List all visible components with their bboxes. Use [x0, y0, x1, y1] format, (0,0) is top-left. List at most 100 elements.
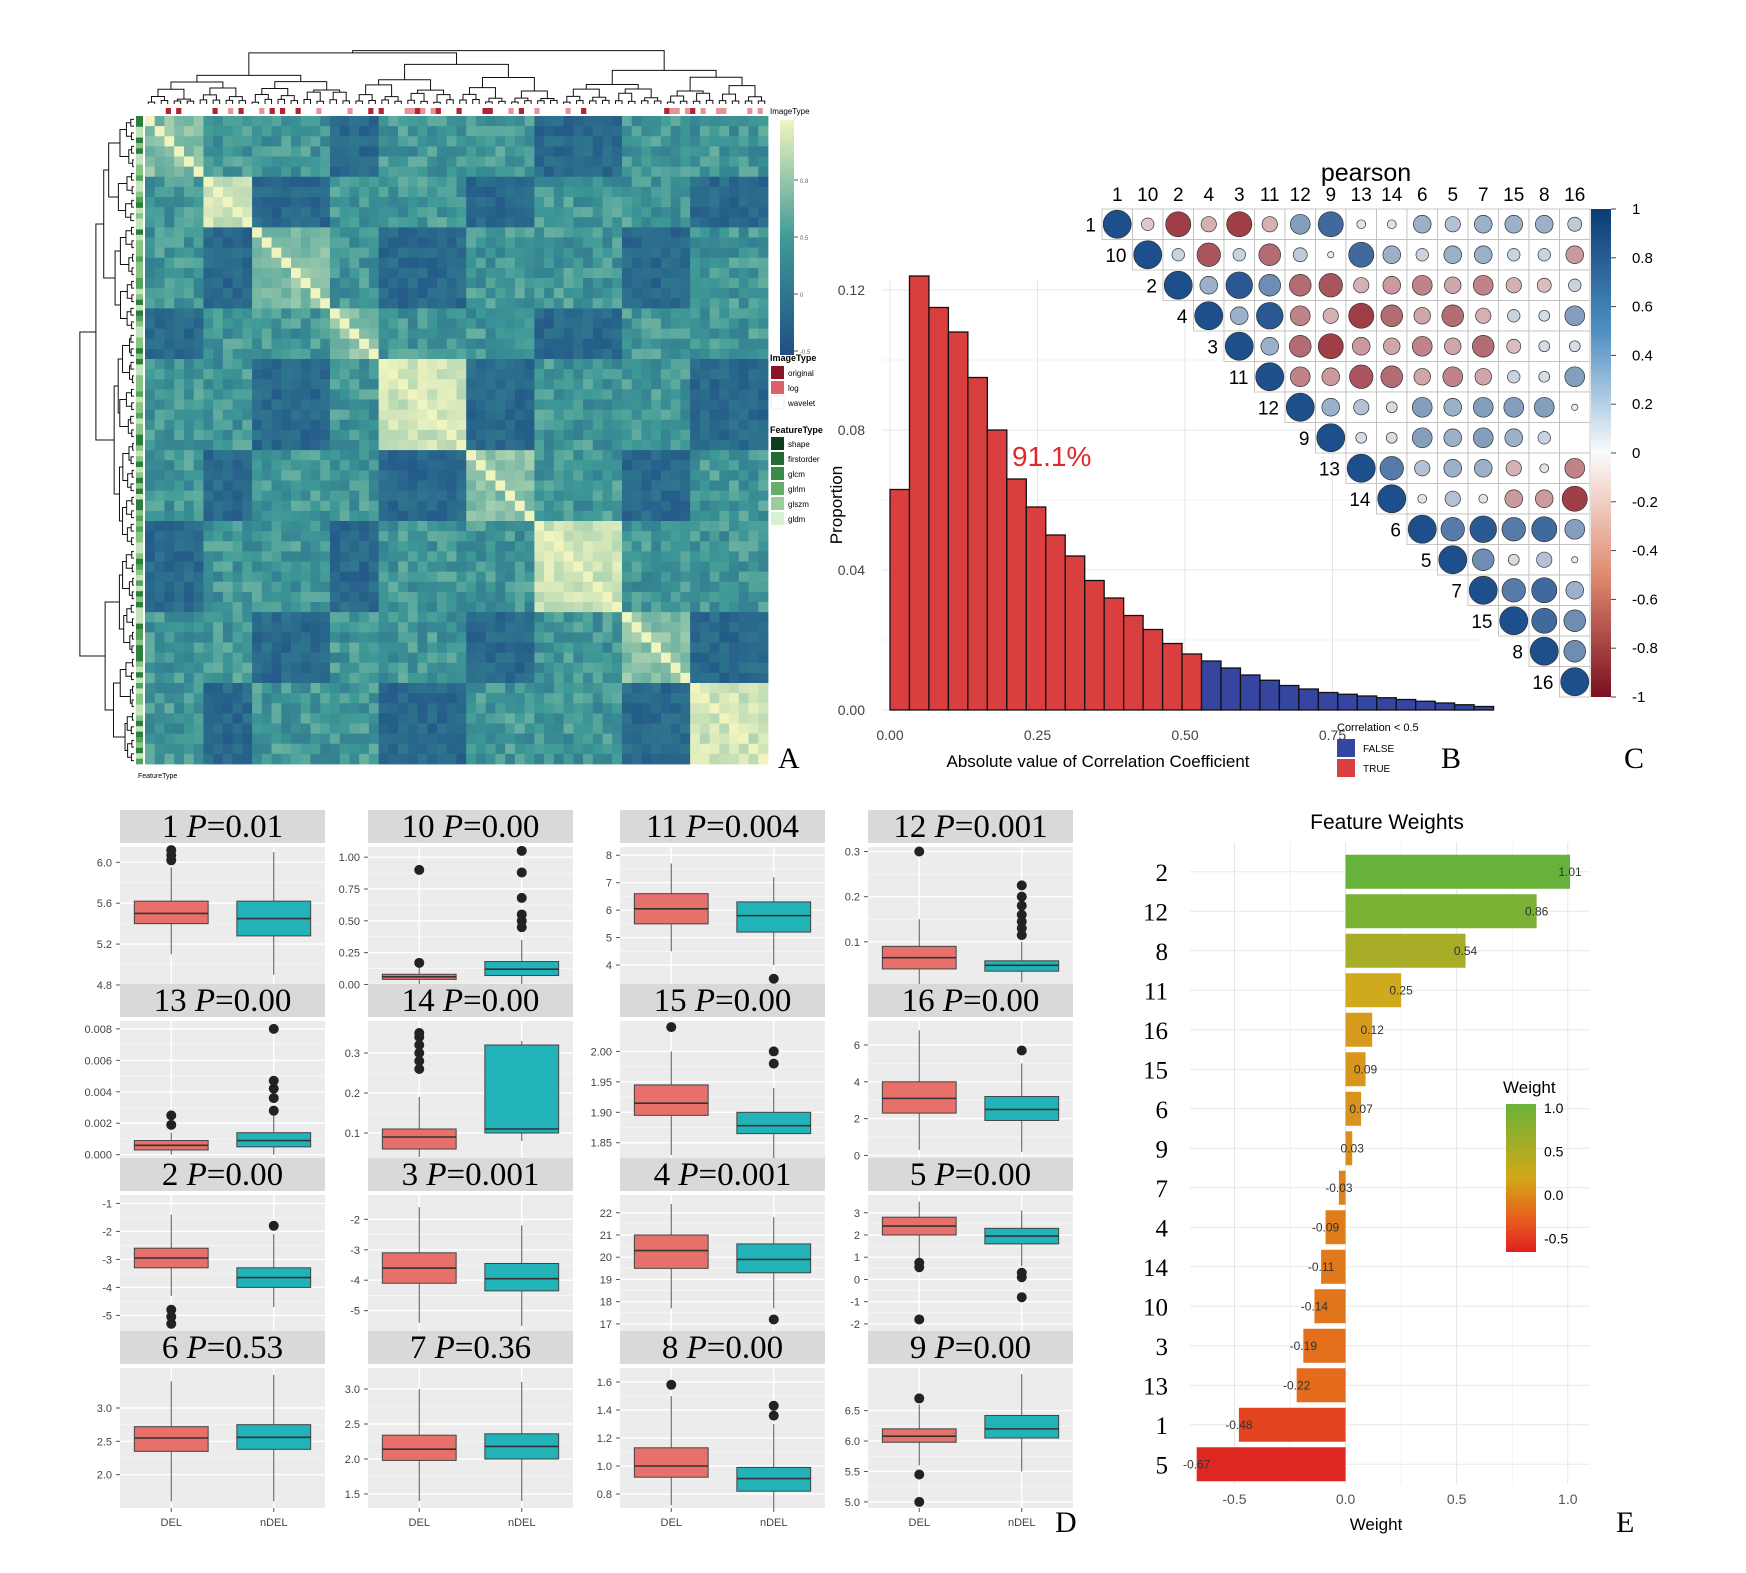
heatmap-cell: [417, 450, 428, 461]
heatmap-cell: [719, 298, 730, 309]
corr-circle: [1321, 398, 1340, 417]
heatmap-cell: [748, 672, 759, 684]
heatmap-cell: [407, 723, 418, 735]
heatmap-cell: [651, 662, 662, 674]
heatmap-cell: [310, 237, 321, 249]
heatmap-cell: [407, 521, 418, 532]
heatmap-cell: [563, 551, 574, 562]
heatmap-cell: [602, 429, 613, 441]
heatmap-cell: [310, 743, 321, 755]
heatmap-cell: [456, 743, 467, 755]
heatmap-cell: [310, 247, 321, 259]
heatmap-cell: [563, 602, 574, 613]
heatmap-cell: [339, 460, 350, 471]
corr-row-label: 13: [1319, 459, 1340, 480]
heatmap-cell: [524, 733, 535, 745]
heatmap-cell: [466, 429, 477, 441]
heatmap-cell: [719, 369, 730, 380]
heatmap-cell: [368, 298, 380, 309]
heatmap-cell: [232, 470, 243, 481]
imagetype-annotation-cell: [539, 108, 546, 114]
heatmap-cell: [524, 186, 535, 198]
heatmap-cell: [621, 359, 633, 370]
heatmap-cell: [758, 409, 769, 421]
heatmap-cell: [320, 399, 331, 411]
dendrogram-link: [274, 81, 328, 91]
heatmap-cell: [612, 156, 623, 168]
heatmap-cell: [427, 288, 438, 299]
heatmap-cell: [368, 217, 380, 228]
heatmap-cell: [660, 581, 672, 593]
heatmap-cell: [271, 460, 282, 471]
heatmap-cell: [641, 146, 652, 157]
heatmap-cell: [368, 551, 380, 562]
heatmap-cell: [544, 703, 555, 714]
heatmap-cell: [222, 379, 234, 390]
heatmap-cell: [583, 257, 594, 269]
heatmap-cell: [378, 176, 389, 188]
heatmap-cell: [563, 308, 574, 319]
featuretype-annotation-bar: [136, 116, 143, 765]
heatmap-cell: [417, 298, 428, 309]
heatmap-cell: [690, 409, 701, 421]
heatmap-cell: [222, 227, 234, 238]
featuretype-annotation-cell: [136, 629, 143, 635]
heatmap-cell: [660, 521, 672, 532]
heatmap-cell: [164, 612, 175, 623]
heatmap-cell: [553, 470, 564, 481]
heatmap-cell: [621, 713, 633, 724]
heatmap-cell: [437, 703, 448, 714]
heatmap-cell: [719, 683, 730, 694]
featuretype-annotation-cell: [136, 618, 143, 624]
heatmap-cell: [524, 521, 535, 532]
heatmap-cell: [339, 227, 350, 238]
heatmap-cell: [339, 379, 350, 390]
heatmap-cell: [174, 470, 185, 481]
heatmap-cell: [242, 217, 253, 228]
heatmap-cell: [320, 278, 331, 289]
corr-circle: [1415, 248, 1429, 262]
heatmap-cell: [514, 298, 526, 309]
heatmap-cell: [719, 207, 730, 218]
heatmap-cell: [388, 278, 399, 289]
heatmap-cell: [505, 571, 516, 583]
heatmap-cell: [183, 662, 195, 674]
corr-col-label: 7: [1478, 185, 1489, 206]
heatmap-cell: [670, 278, 681, 289]
heatmap-cell: [456, 500, 467, 512]
corr-circle: [1564, 518, 1586, 540]
heatmap-cell: [388, 288, 399, 299]
heatmap-cell: [271, 257, 282, 269]
heatmap-cell: [339, 166, 350, 178]
heatmap-cell: [281, 399, 292, 411]
heatmap-cell: [193, 237, 204, 249]
heatmap-cell: [291, 126, 302, 137]
heatmap-cell: [291, 318, 302, 330]
heatmap-cell: [291, 602, 302, 613]
heatmap-cell: [193, 662, 204, 674]
dendrogram-link: [103, 169, 116, 279]
heatmap-cell: [310, 753, 321, 765]
heatmap-cell: [300, 338, 311, 350]
heatmap-cell: [680, 733, 691, 745]
heatmap-cell: [553, 146, 564, 157]
heatmap-cell: [174, 166, 185, 178]
heatmap-cell: [670, 612, 681, 623]
heatmap-cell: [213, 308, 224, 319]
heatmap-cell: [174, 146, 185, 157]
heatmap-cell: [242, 460, 253, 471]
heatmap-cell: [300, 429, 311, 441]
heatmap-cell: [563, 318, 574, 330]
heatmap-cell: [271, 622, 282, 633]
featuretype-annotation-cell: [136, 186, 143, 192]
heatmap-cell: [349, 531, 360, 542]
heatmap-cell: [193, 581, 204, 593]
heatmap-cell: [183, 156, 195, 168]
heatmap-cell: [242, 359, 253, 370]
heatmap-cell: [359, 318, 370, 330]
heatmap-cell: [291, 541, 302, 552]
heatmap-cell: [339, 429, 350, 441]
heatmap-cell: [164, 359, 175, 370]
heatmap-cell: [203, 632, 214, 643]
heatmap-cell: [583, 237, 594, 249]
